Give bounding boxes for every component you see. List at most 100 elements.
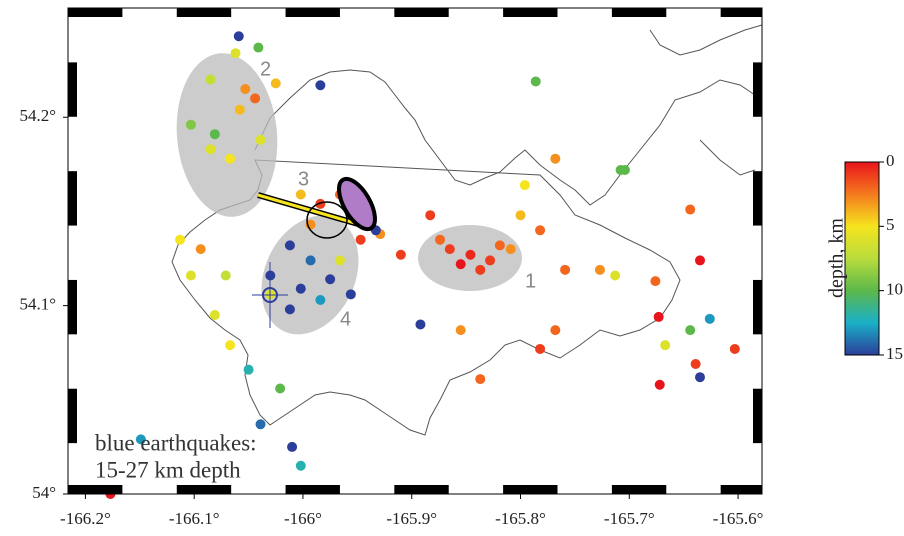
earthquake bbox=[515, 210, 526, 221]
earthquake bbox=[355, 234, 366, 245]
earthquake bbox=[205, 74, 216, 85]
earthquake bbox=[185, 119, 196, 130]
colorbar-label: depth, km bbox=[826, 218, 848, 298]
frame-bar bbox=[68, 279, 77, 335]
earthquake bbox=[270, 78, 281, 89]
colorbar-tick-label: 5 bbox=[886, 215, 895, 234]
frame-bar bbox=[68, 171, 77, 226]
earthquake bbox=[325, 274, 336, 285]
earthquake bbox=[535, 225, 546, 236]
earthquake bbox=[205, 144, 216, 155]
earthquake bbox=[195, 244, 206, 255]
earthquake bbox=[704, 313, 715, 324]
coast bbox=[649, 24, 763, 176]
colorbar bbox=[844, 161, 880, 356]
earthquake bbox=[220, 270, 231, 281]
earthquake bbox=[505, 244, 516, 255]
annotation: blue earthquakes: bbox=[95, 430, 257, 455]
earthquake bbox=[694, 372, 705, 383]
frame-bar bbox=[753, 388, 762, 444]
earthquake bbox=[494, 240, 505, 251]
earthquake bbox=[465, 249, 476, 260]
earthquake bbox=[175, 234, 186, 245]
earthquake bbox=[295, 189, 306, 200]
frame-bar bbox=[720, 8, 762, 17]
source-circle bbox=[306, 201, 348, 239]
earthquake bbox=[185, 270, 196, 281]
earthquake bbox=[619, 165, 630, 175]
frame-bar bbox=[503, 485, 558, 494]
frame-bar bbox=[611, 485, 667, 494]
y-tick-label: 54° bbox=[32, 483, 56, 502]
earthquake bbox=[475, 264, 486, 275]
earthquake bbox=[610, 270, 621, 281]
frame-bar bbox=[285, 8, 340, 17]
earthquake bbox=[560, 264, 571, 275]
earthquake bbox=[234, 104, 245, 115]
earthquake bbox=[550, 325, 561, 336]
frame bbox=[68, 8, 762, 494]
earthquake bbox=[243, 364, 254, 375]
frame-border bbox=[67, 7, 763, 495]
frame-bar bbox=[68, 62, 77, 117]
earthquake bbox=[315, 198, 326, 209]
y-tick-label: 54.1° bbox=[19, 295, 56, 314]
region-label: 4 bbox=[340, 308, 351, 330]
earthquake bbox=[345, 289, 356, 300]
earthquake bbox=[654, 379, 665, 390]
earthquake bbox=[334, 255, 345, 266]
earthquake bbox=[250, 93, 261, 104]
earthquake bbox=[275, 383, 286, 394]
frame-bar bbox=[176, 485, 232, 494]
x-tick-label: -166.2° bbox=[60, 509, 111, 528]
points bbox=[105, 31, 740, 499]
earthquake bbox=[295, 460, 306, 471]
earthquake bbox=[284, 304, 295, 315]
colorbar-tick-label: 10 bbox=[886, 280, 903, 299]
colorbar-tick-label: 0 bbox=[886, 151, 895, 170]
earthquake bbox=[485, 255, 496, 266]
earthquake bbox=[690, 359, 701, 370]
x-tick-label: -165.8° bbox=[495, 509, 546, 528]
region-label: 1 bbox=[525, 270, 536, 292]
frame-bar bbox=[176, 8, 232, 17]
earthquake bbox=[729, 343, 740, 354]
earthquake bbox=[550, 153, 561, 164]
earthquake bbox=[233, 31, 244, 42]
earthquake bbox=[425, 210, 436, 221]
earthquake bbox=[305, 255, 316, 266]
frame-bar bbox=[503, 8, 558, 17]
earthquake bbox=[240, 84, 251, 94]
earthquake bbox=[530, 76, 541, 87]
y-tick-label: 54.2° bbox=[19, 106, 56, 125]
frame-bar bbox=[611, 8, 667, 17]
x-tick-label: -165.9° bbox=[386, 509, 437, 528]
frame-bar bbox=[753, 62, 762, 117]
earthquake bbox=[395, 249, 406, 260]
frame-bar bbox=[394, 8, 449, 17]
earthquake bbox=[225, 340, 236, 351]
frame-bar bbox=[68, 8, 123, 17]
beachball bbox=[337, 176, 377, 232]
earthquake bbox=[225, 153, 236, 164]
frame-bar bbox=[68, 485, 123, 494]
colorbar-tick-label: 15 bbox=[886, 344, 903, 363]
earthquake bbox=[519, 180, 530, 191]
earthquake bbox=[444, 244, 455, 255]
earthquake bbox=[230, 48, 241, 59]
x-tick-label: -166° bbox=[284, 509, 322, 528]
focal-mechanism bbox=[252, 176, 377, 328]
earthquake bbox=[315, 80, 326, 91]
earthquake bbox=[455, 259, 466, 270]
region-shape bbox=[176, 53, 278, 217]
earthquake bbox=[287, 441, 298, 452]
earthquake bbox=[135, 434, 146, 445]
frame-bar bbox=[753, 279, 762, 335]
x-tick-label: -166.1° bbox=[169, 509, 220, 528]
earthquake bbox=[685, 325, 696, 336]
earthquake bbox=[660, 340, 671, 351]
earthquake bbox=[475, 374, 486, 385]
earthquake bbox=[594, 264, 605, 275]
earthquake bbox=[315, 294, 326, 305]
